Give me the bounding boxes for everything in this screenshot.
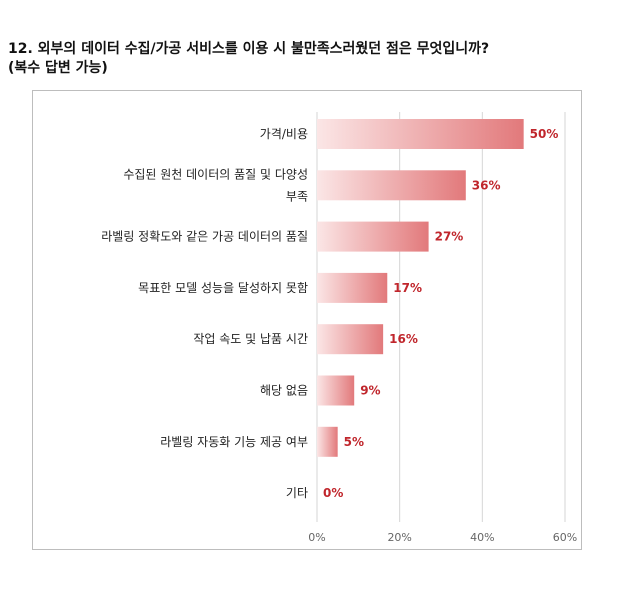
category-label-line: 가격/비용 bbox=[260, 127, 308, 141]
bars bbox=[317, 119, 524, 457]
value-label: 36% bbox=[472, 178, 501, 192]
value-label: 50% bbox=[530, 127, 559, 141]
category-label-line: 라벨링 자동화 기능 제공 여부 bbox=[160, 435, 308, 449]
bar bbox=[317, 375, 355, 406]
category-label: 기타 bbox=[286, 486, 308, 500]
value-label: 27% bbox=[435, 230, 464, 244]
bar bbox=[317, 272, 388, 303]
value-label: 5% bbox=[344, 435, 364, 449]
category-label: 가격/비용 bbox=[260, 127, 308, 141]
x-tick-label: 40% bbox=[470, 531, 494, 544]
category-label: 작업 속도 및 납품 시간 bbox=[193, 332, 308, 346]
category-label-line: 작업 속도 및 납품 시간 bbox=[193, 332, 308, 346]
value-label: 9% bbox=[360, 384, 380, 398]
chart-title-line-2: (복수 답변 가능) bbox=[8, 60, 108, 76]
chart-title-line-1: 12. 외부의 데이터 수집/가공 서비스를 이용 시 불만족스러웠던 점은 무… bbox=[8, 41, 490, 57]
category-label-line: 해당 없음 bbox=[260, 384, 308, 398]
bar bbox=[317, 170, 466, 201]
category-label-line: 기타 bbox=[286, 486, 308, 500]
bar bbox=[317, 119, 524, 149]
value-label: 16% bbox=[389, 332, 418, 346]
x-tick-label: 0% bbox=[308, 531, 325, 544]
x-tick-label: 20% bbox=[387, 531, 411, 544]
bar bbox=[317, 221, 429, 252]
bar bbox=[317, 426, 338, 457]
value-label: 17% bbox=[393, 281, 422, 295]
chart-frame bbox=[32, 90, 582, 550]
value-label: 0% bbox=[323, 486, 343, 500]
category-label: 라벨링 자동화 기능 제공 여부 bbox=[160, 435, 308, 449]
category-label-line: 목표한 모델 성능을 달성하지 못함 bbox=[138, 281, 308, 295]
bar bbox=[317, 324, 384, 355]
category-label: 라벨링 정확도와 같은 가공 데이터의 품질 bbox=[101, 230, 308, 244]
category-label: 목표한 모델 성능을 달성하지 못함 bbox=[138, 281, 308, 295]
category-label: 해당 없음 bbox=[260, 384, 308, 398]
x-tick-label: 60% bbox=[553, 531, 577, 544]
category-label-line: 라벨링 정확도와 같은 가공 데이터의 품질 bbox=[101, 230, 308, 244]
category-label-line: 부족 bbox=[286, 189, 308, 203]
chart-title: 12. 외부의 데이터 수집/가공 서비스를 이용 시 불만족스러웠던 점은 무… bbox=[8, 40, 613, 78]
category-label-line: 수집된 원천 데이터의 품질 및 다양성 bbox=[123, 166, 308, 181]
